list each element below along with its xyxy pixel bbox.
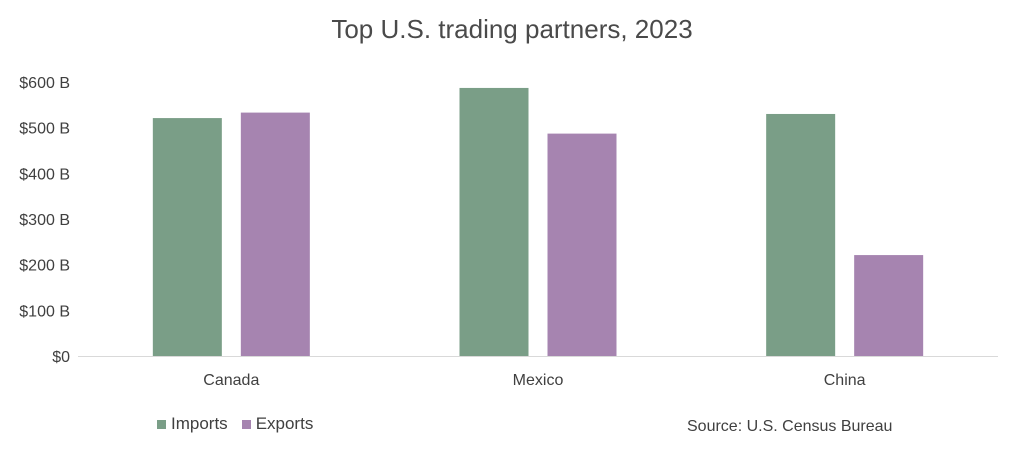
y-tick-label: $400 B [19, 166, 70, 183]
x-tick-label: Canada [203, 372, 259, 389]
y-tick-label: $600 B [19, 75, 70, 92]
y-tick-label: $100 B [19, 303, 70, 320]
legend-swatch-imports [157, 419, 166, 429]
legend: Imports Exports [157, 414, 327, 434]
legend-label-imports: Imports [171, 414, 228, 433]
legend-swatch-exports [241, 419, 251, 429]
bar-exports-canada [240, 112, 310, 356]
bar-exports-china [854, 255, 924, 356]
legend-label-exports: Exports [255, 414, 314, 433]
bar-imports-mexico [459, 87, 529, 356]
y-tick-label: $300 B [19, 212, 70, 229]
y-tick-label: $500 B [19, 121, 70, 138]
chart-title: Top U.S. trading partners, 2023 [331, 14, 693, 44]
legend-item-exports: Exports [241, 414, 314, 434]
bar-imports-canada [152, 118, 222, 357]
y-tick-label: $0 [52, 349, 70, 366]
y-tick-label: $200 B [19, 258, 70, 275]
x-tick-label: China [824, 372, 866, 389]
x-tick-label: Mexico [513, 372, 564, 389]
source-note: Source: U.S. Census Bureau [687, 418, 893, 435]
bar-exports-mexico [547, 133, 617, 356]
legend-item-imports: Imports [157, 414, 228, 434]
bar-imports-china [766, 113, 836, 356]
